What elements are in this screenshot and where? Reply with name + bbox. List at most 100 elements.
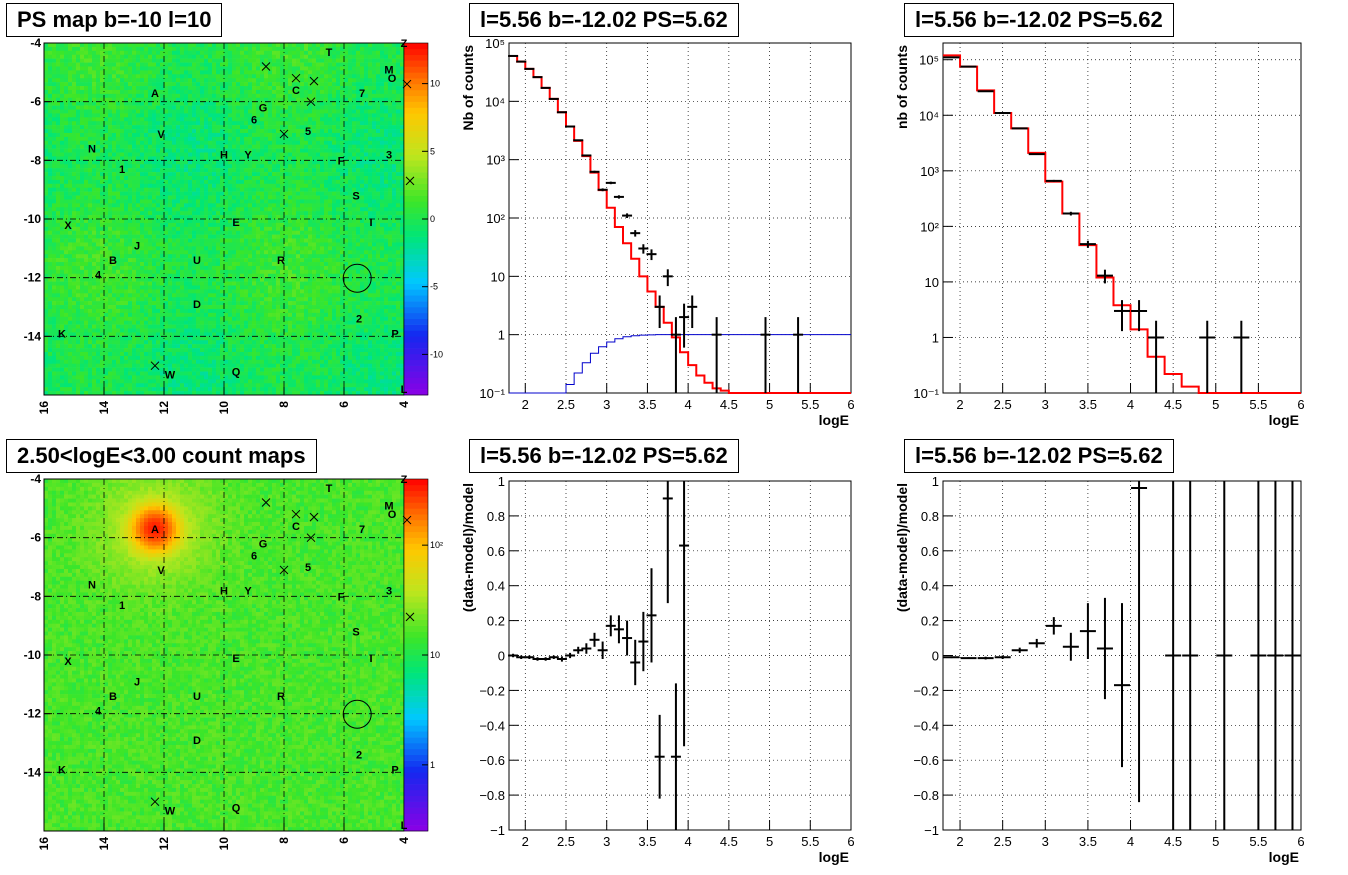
ps-map-cell [188,324,193,329]
ps-map-cell [208,234,213,239]
ps-map-cell [212,359,217,365]
ps-map-cell [56,316,61,321]
ps-map-cell [192,78,197,83]
ps-map-cell [164,363,169,368]
ps-map-cell [184,82,189,87]
ps-map-cell [100,308,105,314]
ps-map-cell [232,262,237,267]
ps-map-cell [52,305,57,310]
ps-map-cell [128,348,133,353]
ps-map-cell [104,293,109,298]
ps-map-cell [240,258,245,263]
ps-map-cell [140,109,145,114]
ps-map-cell [208,297,213,302]
ps-map-cell [212,66,217,71]
ps-map-cell [244,132,249,138]
ps-map-cell [164,375,169,380]
ps-map-cell [172,160,177,165]
ps-map-cell [88,297,93,302]
ps-map-cell [212,348,217,353]
ps-map-cell [116,336,121,341]
ps-map-cell [168,195,173,200]
ps-map-cell [236,97,241,102]
ps-map-cell [68,132,73,138]
ps-map-cell [184,293,189,298]
ps-map-cell [124,43,129,48]
ps-map-cell [204,250,209,255]
ps-map-cell [220,332,225,337]
ps-map-cell [224,391,229,396]
ps-map-cell [60,187,65,192]
ps-map-cell [48,172,53,177]
ps-map-cell [220,250,225,255]
ps-map-cell [48,340,53,345]
ps-map-cell [244,265,249,271]
ps-map-cell [244,74,249,79]
ps-map-cell [252,265,257,271]
ps-map-cell [144,293,149,298]
ps-map-cell [128,179,133,185]
ps-map-cell [252,391,257,396]
ps-map-cell [64,336,69,341]
ps-map-cell [176,113,181,118]
ps-map-cell [196,336,201,341]
ps-map-cell [120,199,125,204]
ps-map-cell [96,101,101,106]
ps-map-cell [164,351,169,357]
ps-map-cell [164,273,169,278]
ps-map-cell [216,203,221,208]
ps-map-cell [92,82,97,87]
ps-map-cell [248,340,253,345]
ps-map-cell [52,379,57,384]
ps-map-cell [264,82,269,87]
ps-map-cell [244,101,249,106]
ps-map-cell [124,246,129,251]
ps-map-cell [120,58,125,63]
ps-map-cell [260,86,265,91]
ps-map-cell [76,269,81,275]
ps-map-cell [232,285,237,290]
ps-map-cell [156,187,161,192]
ps-map-cell [252,160,257,165]
ps-map-cell [48,66,53,71]
ps-map-cell [172,336,177,341]
ps-map-cell [112,183,117,189]
ps-map-cell [148,70,153,75]
ps-map-cell [128,371,133,376]
ps-map-cell [244,219,249,224]
ps-map-cell [172,273,177,278]
ps-map-cell [92,132,97,138]
ps-map-cell [116,203,121,208]
ps-map-cell [48,387,53,392]
ps-map-cell [128,332,133,337]
ps-map-cell [160,211,165,216]
ps-map-cell [212,70,217,75]
ps-map-cell [200,265,205,271]
ps-map-cell [136,355,141,361]
ps-map-cell [184,348,189,353]
ps-map-cell [176,160,181,165]
ps-map-cell [152,140,157,145]
ps-map-cell [248,207,253,212]
ps-map-cell [144,222,149,228]
ps-map-cell [104,324,109,329]
ps-map-cell [256,332,261,337]
ps-map-cell [124,332,129,337]
ps-map-cell [204,58,209,63]
ps-map-cell [112,246,117,251]
ps-map-cell [136,199,141,204]
ps-map-cell [156,175,161,181]
ps-map-cell [248,375,253,380]
ps-map-cell [116,258,121,263]
ps-map-cell [136,379,141,384]
ps-map-cell [220,246,225,251]
ps-map-cell [208,136,213,142]
ps-map-cell [260,132,265,138]
ps-map-cell [168,258,173,263]
ps-map-cell [228,97,233,102]
ps-map-cell [252,289,257,294]
ps-map-cell [212,242,217,247]
ps-map-cell [180,93,185,99]
ps-map-cell [60,109,65,114]
ps-map-cell [188,113,193,118]
